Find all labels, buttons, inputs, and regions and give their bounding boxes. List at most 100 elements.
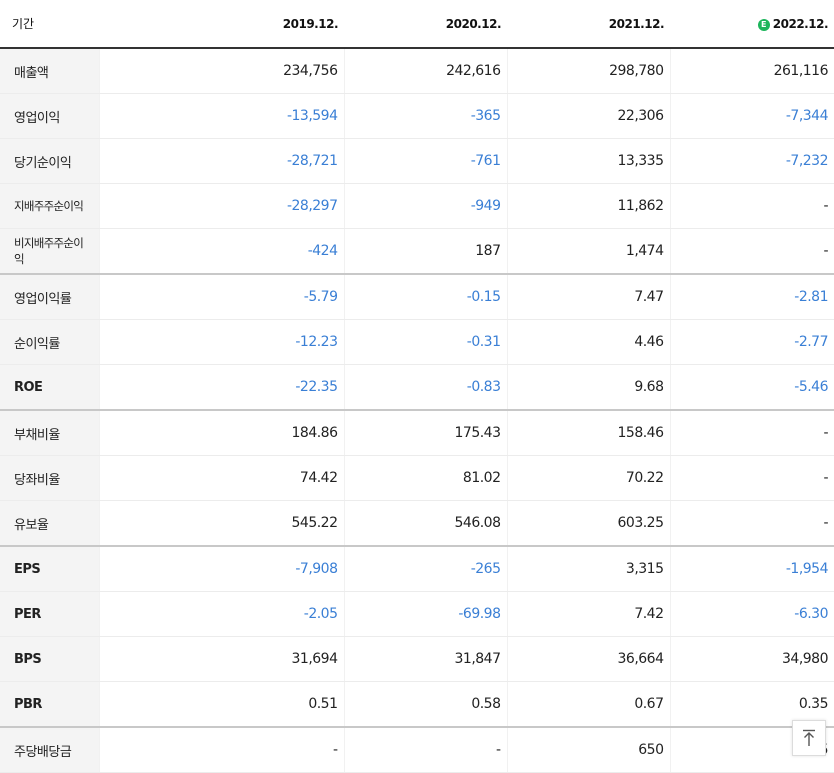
cell-value: 0.51 [98,681,344,728]
cell-value: 22,306 [506,93,670,139]
cell-value: -2.81 [669,273,834,320]
row-label: PER [0,591,99,637]
cell-value: -69.98 [343,591,507,637]
cell-value: 11,862 [506,183,670,229]
arrow-up-to-top-icon [802,729,816,747]
cell-value: -2.05 [98,591,344,637]
row-label: 영업이익률 [0,273,99,320]
estimate-icon: E [757,18,770,31]
cell-value: -7,232 [669,138,834,184]
cell-value: 234,756 [98,48,344,94]
row-label: 영업이익 [0,93,99,139]
table-row-debt-ratio: 부채비율 184.86 175.43 158.46 - [0,409,834,456]
cell-value: 34,980 [669,636,834,682]
row-label: 순이익률 [0,319,99,365]
cell-value: 0.67 [506,681,670,728]
row-label: 주당배당금 [0,726,99,773]
table-header-row: 기간 2019.12. 2020.12. 2021.12. E 2022.12. [0,0,834,49]
cell-value: - [343,726,507,773]
cell-value: 81.02 [343,455,507,501]
cell-value: -0.31 [343,319,507,365]
table-row-per: PER -2.05 -69.98 7.42 -6.30 [0,591,834,637]
cell-value: - [669,228,834,275]
table-row-controlling-net-income: 지배주주순이익 -28,297 -949 11,862 - [0,183,834,229]
cell-value: -5.46 [669,364,834,411]
cell-value: -424 [98,228,344,275]
cell-value: 31,694 [98,636,344,682]
table-row-dividend-per-share: 주당배당금 - - 650 5 [0,726,834,773]
cell-value: 184.86 [98,409,344,456]
cell-value: 298,780 [506,48,670,94]
cell-value: -28,721 [98,138,344,184]
table-row-net-margin: 순이익률 -12.23 -0.31 4.46 -2.77 [0,319,834,365]
row-label: 당기순이익 [0,138,99,184]
cell-value: 0.58 [343,681,507,728]
row-label: 당좌비율 [0,455,99,501]
table-row-revenue: 매출액 234,756 242,616 298,780 261,116 [0,48,834,94]
cell-value: -949 [343,183,507,229]
cell-value: - [669,409,834,456]
row-label: 비지배주주순이익 [0,228,99,275]
cell-value: - [669,500,834,547]
cell-value: 175.43 [343,409,507,456]
cell-value: 603.25 [506,500,670,547]
row-label: 지배주주순이익 [0,183,99,229]
cell-value: 0.35 [669,681,834,728]
cell-value: -7,908 [98,545,344,592]
cell-value: 187 [343,228,507,275]
period-header-2022-estimate: E 2022.12. [670,0,834,49]
table-row-operating-income: 영업이익 -13,594 -365 22,306 -7,344 [0,93,834,139]
cell-value: 650 [506,726,670,773]
cell-value: 3,315 [506,545,670,592]
table-row-bps: BPS 31,694 31,847 36,664 34,980 [0,636,834,682]
cell-value: 1,474 [506,228,670,275]
cell-value: -1,954 [669,545,834,592]
cell-value: -7,344 [669,93,834,139]
cell-value: - [669,455,834,501]
cell-value: -0.83 [343,364,507,411]
cell-value: 9.68 [506,364,670,411]
cell-value: 158.46 [506,409,670,456]
cell-value: 36,664 [506,636,670,682]
row-label: EPS [0,545,99,592]
cell-value: 242,616 [343,48,507,94]
cell-value: -365 [343,93,507,139]
table-row-noncontrolling-net-income: 비지배주주순이익 -424 187 1,474 - [0,228,834,275]
row-label: BPS [0,636,99,682]
cell-value: 7.47 [506,273,670,320]
cell-value: 261,116 [669,48,834,94]
cell-value: -5.79 [98,273,344,320]
table-row-eps: EPS -7,908 -265 3,315 -1,954 [0,545,834,592]
cell-value: -2.77 [669,319,834,365]
cell-value: 13,335 [506,138,670,184]
table-row-net-income: 당기순이익 -28,721 -761 13,335 -7,232 [0,138,834,184]
table-row-roe: ROE -22.35 -0.83 9.68 -5.46 [0,364,834,411]
cell-value: 4.46 [506,319,670,365]
period-header-2020: 2020.12. [344,0,507,49]
cell-value: -6.30 [669,591,834,637]
period-header-label: 기간 [0,0,99,49]
period-header-2021: 2021.12. [507,0,670,49]
row-label: 유보율 [0,500,99,547]
cell-value: 70.22 [506,455,670,501]
cell-value: 31,847 [343,636,507,682]
cell-value: 7.42 [506,591,670,637]
row-label: ROE [0,364,99,411]
table-row-pbr: PBR 0.51 0.58 0.67 0.35 [0,681,834,728]
cell-value: -13,594 [98,93,344,139]
cell-value: 545.22 [98,500,344,547]
cell-value: -12.23 [98,319,344,365]
cell-value: -761 [343,138,507,184]
cell-value: - [98,726,344,773]
cell-value: -0.15 [343,273,507,320]
row-label: PBR [0,681,99,728]
scroll-to-top-button[interactable] [792,720,826,756]
table-row-reserve-ratio: 유보율 545.22 546.08 603.25 - [0,500,834,547]
cell-value: - [669,183,834,229]
cell-value: -22.35 [98,364,344,411]
table-row-quick-ratio: 당좌비율 74.42 81.02 70.22 - [0,455,834,501]
cell-value: 74.42 [98,455,344,501]
cell-value: -265 [343,545,507,592]
table-row-operating-margin: 영업이익률 -5.79 -0.15 7.47 -2.81 [0,273,834,320]
